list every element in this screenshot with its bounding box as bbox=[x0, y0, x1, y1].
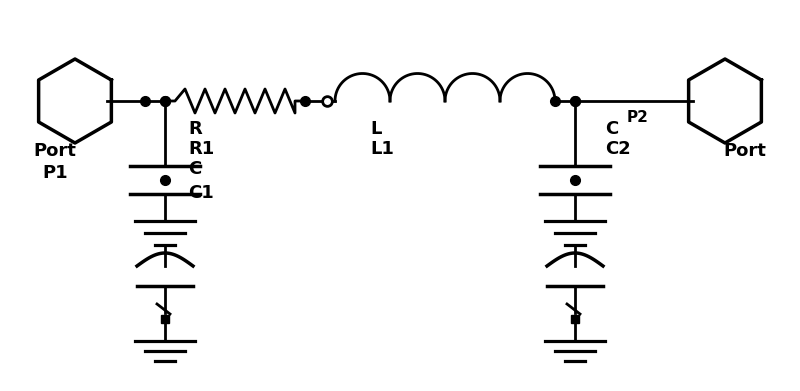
Text: L: L bbox=[370, 120, 382, 138]
Text: L1: L1 bbox=[370, 140, 394, 158]
Text: Port: Port bbox=[34, 142, 77, 160]
Text: C: C bbox=[188, 160, 202, 178]
Text: P1: P1 bbox=[42, 164, 68, 182]
Text: R: R bbox=[188, 120, 202, 138]
Text: R1: R1 bbox=[188, 140, 214, 158]
Text: Port: Port bbox=[723, 142, 766, 160]
Text: C1: C1 bbox=[188, 184, 214, 202]
Text: C2: C2 bbox=[605, 140, 630, 158]
Text: C: C bbox=[605, 120, 618, 138]
Text: P2: P2 bbox=[627, 109, 649, 124]
